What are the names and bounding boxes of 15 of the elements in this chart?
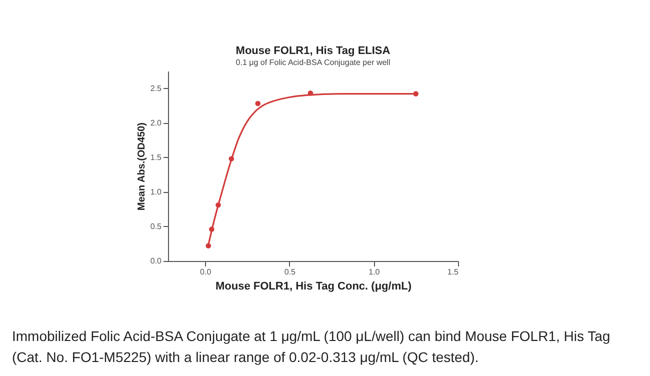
y-tick-label: 1.5 — [150, 152, 162, 162]
chart-subtitle: 0.1 μg of Folic Acid-BSA Conjugate per well — [236, 58, 390, 67]
x-tick-label: 1.5 — [447, 268, 460, 276]
y-tick-label: 2.5 — [150, 84, 162, 93]
chart-title: Mouse FOLR1, His Tag ELISA — [236, 45, 390, 57]
x-tick-label: 0.0 — [200, 268, 212, 276]
y-tick-label: 0.5 — [150, 222, 162, 231]
y-tick-label: 1.0 — [150, 187, 162, 196]
x-tick-label: 0.5 — [284, 268, 296, 276]
y-axis-title: Mean Abs.(OD450) — [136, 122, 148, 210]
text: Immobilized Folic Acid-BSA Conjugate at 1 μg/mL (100 μL/well) can bind Mouse FOLR1, His Tag (Cat. No. FO1-M5225) with a linear range of 0.02-0.313 μg/mL (QC tested). — [12, 327, 612, 367]
y-tick-label: 2.0 — [150, 118, 162, 128]
x-axis-title: Mouse FOLR1, His Tag Conc. (μg/mL) — [216, 280, 412, 292]
y-tick-label: 0.0 — [150, 256, 162, 266]
x-tick-label: 1.0 — [368, 268, 380, 276]
